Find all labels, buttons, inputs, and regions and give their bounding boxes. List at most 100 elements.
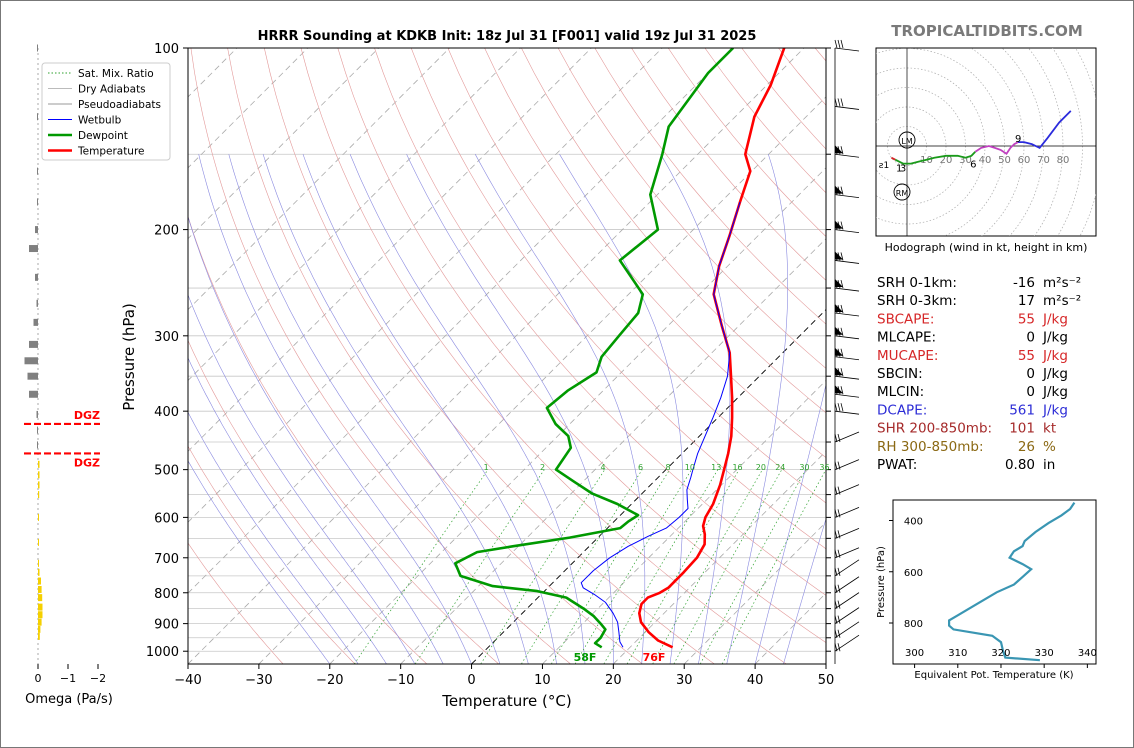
wind-barb-feather — [840, 386, 844, 395]
hodograph-ring-label: 20 — [940, 155, 953, 166]
legend-label: Dry Adiabats — [78, 84, 146, 96]
wind-barb-feather — [834, 403, 838, 412]
skewt-profiles — [454, 48, 786, 649]
moist-adiabat-line — [188, 460, 331, 664]
dewpoint-profile-line — [454, 48, 735, 649]
dgz-label: DGZ — [74, 456, 100, 469]
stat-value: 0.80 — [1005, 457, 1035, 473]
omega-tick-label: −2 — [90, 672, 106, 685]
wind-barb — [834, 304, 860, 317]
wind-barb — [834, 145, 860, 158]
stat-unit: J/kg — [1042, 348, 1068, 364]
x-tick-label: −40 — [174, 673, 201, 688]
theta-e-x-tick-label: 340 — [1078, 648, 1097, 659]
stat-label: PWAT: — [877, 457, 917, 473]
x-tick-label: −30 — [245, 673, 272, 688]
wind-barb-feather — [840, 348, 844, 357]
x-tick-label: 50 — [818, 673, 835, 688]
omega-bar — [29, 245, 38, 253]
omega-panel: 0 −1 −2 DGZ DGZ — [24, 44, 106, 685]
wind-barb-feather — [834, 252, 838, 261]
wind-barb — [834, 185, 860, 199]
mixing-ratio-label: 2 — [540, 463, 545, 472]
omega-bar — [35, 273, 38, 281]
stats-table: SRH 0-1km: -16 m²s⁻² SRH 0-3km: 17 m²s⁻² SBCAP… — [877, 275, 1081, 473]
legend-label: Wetbulb — [78, 115, 122, 127]
y-tick-label: 800 — [154, 587, 179, 602]
dry-adiabat-line — [300, 48, 787, 664]
omega-xlabel: Omega (Pa/s) — [25, 692, 113, 707]
dry-adiabat-line — [374, 48, 826, 596]
hodograph-rm-marker — [893, 183, 911, 201]
moist-adiabat-line — [262, 154, 529, 664]
wind-barb-feather — [837, 279, 841, 289]
dry-adiabat-line — [594, 48, 826, 325]
wind-barb-feather — [840, 221, 844, 230]
wind-barb-pennant — [835, 251, 843, 260]
x-tick-label: 40 — [747, 673, 764, 688]
stat-label: SBCAPE: — [877, 311, 934, 327]
hodograph-trace — [974, 141, 1019, 156]
wind-barb-feather — [840, 368, 844, 377]
hodograph-surface-label: ƨ1 — [879, 161, 889, 171]
wind-barb — [834, 431, 860, 443]
dry-adiabat-line — [188, 445, 356, 664]
wind-barb-feather — [837, 584, 841, 593]
mixing-ratio-label: 6 — [638, 463, 643, 472]
hodograph-rm-label: RM — [896, 189, 909, 198]
omega-bar — [29, 340, 38, 348]
skewt-ticks: −40 −30 −20 −10 0 10 20 30 40 50 100 200 300 400 500 60… — [146, 42, 834, 688]
isotherm-line — [188, 48, 450, 311]
wind-barb — [834, 385, 860, 398]
omega-bar — [38, 471, 40, 479]
wind-barb-staff — [834, 194, 860, 199]
wind-barb-feather — [837, 386, 841, 395]
dgz-label: DGZ — [74, 409, 100, 422]
wind-barb-feather — [834, 615, 838, 624]
isotherm-line — [188, 48, 521, 382]
mixing-ratio-line — [480, 469, 606, 664]
moist-adiabat-line — [188, 293, 416, 664]
wind-barb-staff — [834, 312, 860, 317]
mixing-ratio-line — [354, 469, 489, 664]
wind-barb-feather — [837, 629, 841, 638]
stat-label: RH 300-850mb: — [877, 439, 984, 455]
isotherm-line — [613, 450, 826, 664]
moist-adiabat-line — [474, 154, 646, 664]
wind-barb-staff — [834, 527, 860, 539]
mixing-ratio-label: 30 — [799, 463, 809, 472]
dry-adiabat-line — [447, 48, 826, 504]
omega-bar — [37, 198, 38, 206]
wind-barb-feather — [837, 252, 841, 261]
omega-bar — [36, 410, 38, 418]
stat-unit: J/kg — [1042, 384, 1068, 400]
wind-barb — [834, 547, 860, 559]
wind-barb-feather — [840, 304, 844, 314]
wind-barb-feather — [834, 304, 838, 314]
stat-value: 0 — [1026, 366, 1035, 382]
omega-bar — [38, 568, 40, 576]
stat-label: MLCIN: — [877, 384, 924, 400]
wind-barb — [834, 592, 860, 609]
y-tick-label: 300 — [154, 330, 179, 345]
moist-adiabat-line — [188, 411, 359, 664]
hodograph-trace — [894, 151, 976, 165]
isotherm-line — [188, 48, 805, 664]
wind-barb-feather — [837, 221, 841, 230]
wind-barb-feather — [834, 386, 838, 395]
stat-value: -16 — [1013, 275, 1035, 291]
mixing-ratio-label: 16 — [732, 463, 742, 472]
isotherm-line — [258, 96, 826, 664]
y-tick-label: 100 — [154, 42, 179, 57]
isotherm-line — [471, 308, 826, 664]
wind-barb — [834, 559, 860, 577]
omega-bar — [29, 390, 38, 398]
dry-adiabat-line — [188, 339, 428, 664]
stat-value: 26 — [1018, 439, 1035, 455]
wind-barb-staff — [834, 459, 860, 471]
wind-barb-staff — [834, 431, 860, 443]
stat-label: SRH 0-3km: — [877, 293, 957, 309]
dry-adiabat-line — [264, 48, 715, 664]
wind-barb-feather — [834, 221, 838, 230]
